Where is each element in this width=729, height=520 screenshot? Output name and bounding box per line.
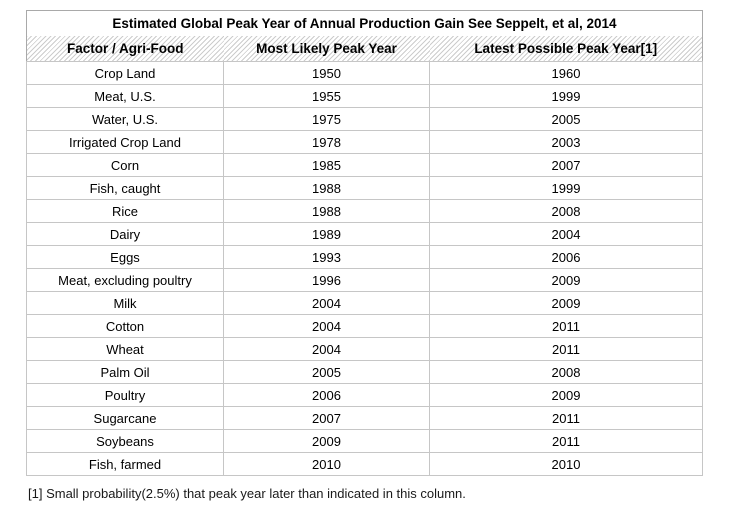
table-row: Irrigated Crop Land 1978 2003 xyxy=(26,130,703,154)
most-likely-year-cell: 2010 xyxy=(223,452,430,476)
latest-year-cell: 2011 xyxy=(429,406,703,430)
most-likely-year-cell: 2004 xyxy=(223,337,430,361)
most-likely-year-cell: 1989 xyxy=(223,222,430,246)
table-row: Dairy 1989 2004 xyxy=(26,222,703,246)
latest-year-cell: 2003 xyxy=(429,130,703,154)
table-body: Crop Land 1950 1960 Meat, U.S. 1955 1999 Water… xyxy=(26,61,703,476)
factor-cell: Cotton xyxy=(26,314,224,338)
table-row: Rice 1988 2008 xyxy=(26,199,703,223)
latest-year-cell: 2007 xyxy=(429,153,703,177)
most-likely-year-cell: 2005 xyxy=(223,360,430,384)
table-row: Fish, caught 1988 1999 xyxy=(26,176,703,200)
factor-cell: Milk xyxy=(26,291,224,315)
table-row: Palm Oil 2005 2008 xyxy=(26,360,703,384)
latest-year-cell: 2011 xyxy=(429,314,703,338)
most-likely-year-cell: 1988 xyxy=(223,199,430,223)
latest-year-cell: 1999 xyxy=(429,176,703,200)
factor-cell: Crop Land xyxy=(26,61,224,85)
table-row: Cotton 2004 2011 xyxy=(26,314,703,338)
most-likely-year-cell: 1955 xyxy=(223,84,430,108)
table-title: Estimated Global Peak Year of Annual Pro… xyxy=(26,10,703,36)
latest-year-cell: 2008 xyxy=(429,199,703,223)
factor-cell: Soybeans xyxy=(26,429,224,453)
peak-year-table: Estimated Global Peak Year of Annual Pro… xyxy=(26,10,703,476)
latest-year-cell: 2008 xyxy=(429,360,703,384)
factor-cell: Palm Oil xyxy=(26,360,224,384)
latest-year-cell: 1960 xyxy=(429,61,703,85)
table-row: Soybeans 2009 2011 xyxy=(26,429,703,453)
latest-year-cell: 2004 xyxy=(429,222,703,246)
factor-cell: Poultry xyxy=(26,383,224,407)
most-likely-year-cell: 1975 xyxy=(223,107,430,131)
table-row: Milk 2004 2009 xyxy=(26,291,703,315)
table-row: Corn 1985 2007 xyxy=(26,153,703,177)
most-likely-year-cell: 2006 xyxy=(223,383,430,407)
most-likely-year-cell: 1996 xyxy=(223,268,430,292)
table-row: Crop Land 1950 1960 xyxy=(26,61,703,85)
latest-year-cell: 1999 xyxy=(429,84,703,108)
table-row: Sugarcane 2007 2011 xyxy=(26,406,703,430)
factor-cell: Meat, excluding poultry xyxy=(26,268,224,292)
factor-cell: Wheat xyxy=(26,337,224,361)
table-row: Meat, excluding poultry 1996 2009 xyxy=(26,268,703,292)
table-row: Fish, farmed 2010 2010 xyxy=(26,452,703,476)
most-likely-year-cell: 1993 xyxy=(223,245,430,269)
most-likely-year-cell: 1950 xyxy=(223,61,430,85)
most-likely-year-cell: 1978 xyxy=(223,130,430,154)
most-likely-year-cell: 2004 xyxy=(223,314,430,338)
latest-year-cell: 2005 xyxy=(429,107,703,131)
factor-cell: Sugarcane xyxy=(26,406,224,430)
factor-cell: Meat, U.S. xyxy=(26,84,224,108)
most-likely-year-cell: 1985 xyxy=(223,153,430,177)
header-latest-possible-peak-year: Latest Possible Peak Year[1] xyxy=(429,36,703,62)
header-most-likely-peak-year: Most Likely Peak Year xyxy=(223,36,430,62)
latest-year-cell: 2006 xyxy=(429,245,703,269)
factor-cell: Fish, caught xyxy=(26,176,224,200)
table-row: Water, U.S. 1975 2005 xyxy=(26,107,703,131)
header-row: Factor / Agri-Food Most Likely Peak Year… xyxy=(26,36,703,62)
factor-cell: Fish, farmed xyxy=(26,452,224,476)
header-factor-agri-food: Factor / Agri-Food xyxy=(26,36,224,62)
factor-cell: Eggs xyxy=(26,245,224,269)
factor-cell: Rice xyxy=(26,199,224,223)
factor-cell: Irrigated Crop Land xyxy=(26,130,224,154)
latest-year-cell: 2009 xyxy=(429,383,703,407)
factor-cell: Water, U.S. xyxy=(26,107,224,131)
factor-cell: Corn xyxy=(26,153,224,177)
most-likely-year-cell: 2007 xyxy=(223,406,430,430)
most-likely-year-cell: 2004 xyxy=(223,291,430,315)
most-likely-year-cell: 2009 xyxy=(223,429,430,453)
latest-year-cell: 2009 xyxy=(429,291,703,315)
table-row: Poultry 2006 2009 xyxy=(26,383,703,407)
table-head: Estimated Global Peak Year of Annual Pro… xyxy=(26,10,703,62)
latest-year-cell: 2010 xyxy=(429,452,703,476)
footnote: [1] Small probability(2.5%) that peak ye… xyxy=(28,486,466,501)
title-row: Estimated Global Peak Year of Annual Pro… xyxy=(26,10,703,36)
table-row: Wheat 2004 2011 xyxy=(26,337,703,361)
table-row: Meat, U.S. 1955 1999 xyxy=(26,84,703,108)
most-likely-year-cell: 1988 xyxy=(223,176,430,200)
table-row: Eggs 1993 2006 xyxy=(26,245,703,269)
factor-cell: Dairy xyxy=(26,222,224,246)
latest-year-cell: 2009 xyxy=(429,268,703,292)
latest-year-cell: 2011 xyxy=(429,337,703,361)
latest-year-cell: 2011 xyxy=(429,429,703,453)
